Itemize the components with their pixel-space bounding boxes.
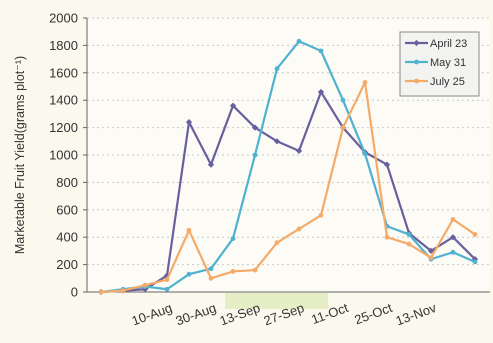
series-line-july-25 [100,81,476,294]
data-point [274,66,280,72]
data-point [252,267,258,273]
legend-label: April 23 [430,38,467,50]
y-tick-label: 2000 [49,11,78,26]
legend-label: May 31 [430,57,466,69]
x-tick-label: 13-Nov [394,300,439,329]
legend-label: July 25 [430,76,465,88]
data-point [230,269,236,274]
y-tick-label: 600 [56,202,78,217]
data-point [229,102,237,109]
series-line-may-31 [100,40,476,294]
data-point [251,124,259,131]
data-point [340,125,346,130]
data-point [185,119,193,126]
data-point [164,277,170,283]
x-tick-label: 10-Aug [130,300,175,328]
y-tick-label: 200 [56,257,78,272]
y-tick-label: 1600 [49,65,78,80]
highlight-band [225,293,328,309]
data-point [428,255,434,261]
y-tick-label: 1800 [49,38,78,53]
y-tick-label: 1000 [49,148,78,163]
data-point [318,48,324,54]
data-point [472,232,478,237]
data-point [296,38,302,44]
data-point [318,212,324,218]
data-point [186,271,192,277]
data-point [450,216,456,222]
data-point [340,97,346,103]
data-point [207,161,215,168]
y-tick-label: 0 [71,285,78,300]
data-point [230,236,236,241]
data-point [142,282,148,288]
y-tick-label: 800 [56,175,78,190]
data-point [208,275,214,281]
data-point [406,232,412,237]
highlight-rect [225,293,328,309]
legend-marker [414,59,419,65]
y-tick-label: 1200 [49,120,78,135]
y-axis-ticks: 0 200 400 600 800 1000 1200 1400 1600 1800 2000 [49,11,87,300]
y-tick-label: 400 [56,230,78,245]
data-point [384,234,390,240]
legend-marker [414,78,419,84]
data-point [472,259,478,265]
x-tick-label: 30-Aug [174,300,219,328]
data-point [362,151,368,157]
data-point [98,289,104,295]
data-point [208,266,214,272]
series-line-april-23 [100,90,476,294]
y-tick-label: 1400 [49,93,78,108]
series-layer [97,38,479,296]
data-point [296,226,302,232]
x-tick-label: 25-Oct [352,300,394,328]
data-point [252,152,258,158]
data-point [164,286,170,292]
legend: April 23 May 31 July 25 [399,31,480,97]
data-point [450,249,456,255]
data-point [274,240,280,246]
data-point [362,79,368,85]
data-point [186,227,192,233]
data-point [406,241,412,247]
y-axis-title: Marketable Fruit Yield(grams plot⁻¹) [13,56,27,254]
data-point [120,288,126,294]
